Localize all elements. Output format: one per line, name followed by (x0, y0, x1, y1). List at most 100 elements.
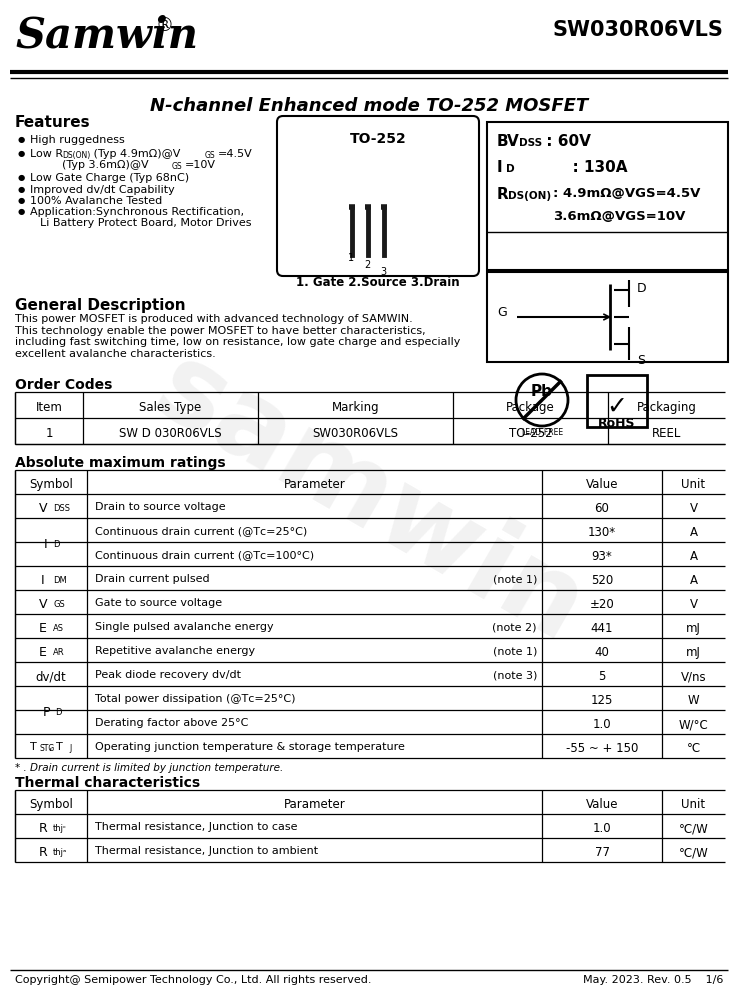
Text: High ruggedness: High ruggedness (30, 135, 125, 145)
Text: D: D (53, 540, 60, 549)
Text: Sales Type: Sales Type (139, 401, 201, 414)
Text: 100% Avalanche Tested: 100% Avalanche Tested (30, 196, 162, 206)
Text: I: I (44, 538, 48, 551)
Text: V/ns: V/ns (680, 670, 706, 683)
Text: ●: ● (18, 207, 25, 216)
Text: Total power dissipation (@Tᴄ=25°C): Total power dissipation (@Tᴄ=25°C) (95, 694, 295, 704)
Text: A: A (689, 550, 697, 563)
Text: 441: 441 (590, 622, 613, 635)
Text: Value: Value (586, 478, 618, 491)
Text: (note 1): (note 1) (493, 574, 537, 584)
Text: ●: ● (18, 173, 25, 182)
Text: 93*: 93* (592, 550, 613, 563)
Text: 2: 2 (364, 260, 370, 270)
Text: thjᶜ: thjᶜ (53, 824, 67, 833)
Text: DS(ON): DS(ON) (508, 191, 551, 201)
Text: Peak diode recovery dv/dt: Peak diode recovery dv/dt (95, 670, 241, 680)
Text: 130*: 130* (588, 526, 616, 539)
Text: I: I (41, 574, 45, 587)
Text: Drain to source voltage: Drain to source voltage (95, 502, 226, 512)
Text: 1: 1 (348, 253, 354, 263)
Text: Samwin: Samwin (15, 15, 198, 57)
Text: ●: ● (18, 185, 25, 194)
Text: 1: 1 (45, 427, 52, 440)
Text: AS: AS (53, 624, 64, 633)
Text: SW030R06VLS: SW030R06VLS (552, 20, 723, 40)
Text: °C/W: °C/W (679, 846, 708, 859)
Text: V: V (689, 502, 697, 515)
Text: REEL: REEL (652, 427, 681, 440)
Text: 40: 40 (595, 646, 610, 659)
Text: 520: 520 (591, 574, 613, 587)
Text: ✓: ✓ (607, 395, 627, 419)
Text: Unit: Unit (681, 798, 706, 811)
Text: Absolute maximum ratings: Absolute maximum ratings (15, 456, 226, 470)
Text: DS(ON): DS(ON) (62, 151, 90, 160)
Text: Package: Package (506, 401, 555, 414)
Text: Pb: Pb (531, 384, 553, 399)
Text: Parameter: Parameter (283, 798, 345, 811)
Text: * . Drain current is limited by junction temperature.: * . Drain current is limited by junction… (15, 763, 283, 773)
Text: Parameter: Parameter (283, 478, 345, 491)
Text: SW D 030R06VLS: SW D 030R06VLS (120, 427, 222, 440)
Text: Operating junction temperature & storage temperature: Operating junction temperature & storage… (95, 742, 405, 752)
Text: D: D (506, 164, 514, 174)
Text: (note 1): (note 1) (493, 646, 537, 656)
Text: °C: °C (686, 742, 700, 755)
Text: I: I (497, 160, 503, 175)
Text: LEAD-FREE: LEAD-FREE (521, 428, 563, 437)
Text: General Description: General Description (15, 298, 186, 313)
Text: N-channel Enhanced mode TO-252 MOSFET: N-channel Enhanced mode TO-252 MOSFET (150, 97, 588, 115)
Text: ®: ® (155, 17, 173, 35)
Text: Improved dv/dt Capability: Improved dv/dt Capability (30, 185, 175, 195)
Text: A: A (689, 574, 697, 587)
Text: 3: 3 (380, 267, 386, 277)
Text: W/°C: W/°C (679, 718, 708, 731)
Text: E: E (39, 646, 47, 659)
Text: 1. Gate 2.Source 3.Drain: 1. Gate 2.Source 3.Drain (296, 276, 460, 289)
Text: Item: Item (35, 401, 63, 414)
Text: Gate to source voltage: Gate to source voltage (95, 598, 222, 608)
Text: AR: AR (53, 648, 65, 657)
Bar (338, 152, 406, 207)
Text: RoHS: RoHS (599, 417, 635, 430)
Text: Application:Synchronous Rectification,: Application:Synchronous Rectification, (30, 207, 244, 217)
Text: mJ: mJ (686, 622, 701, 635)
Text: GS: GS (172, 162, 182, 171)
Text: Symbol: Symbol (29, 798, 73, 811)
Text: Features: Features (15, 115, 91, 130)
Text: DSS: DSS (53, 504, 70, 513)
Text: 60: 60 (595, 502, 610, 515)
Text: Single pulsed avalanche energy: Single pulsed avalanche energy (95, 622, 274, 632)
Text: : 4.9mΩ@VGS=4.5V: : 4.9mΩ@VGS=4.5V (553, 187, 700, 200)
Text: DSS: DSS (519, 138, 542, 148)
Text: May. 2023. Rev. 0.5    1/6: May. 2023. Rev. 0.5 1/6 (582, 975, 723, 985)
Text: D: D (637, 282, 646, 295)
Bar (338, 140, 406, 152)
Text: (Typ 3.6mΩ)@V: (Typ 3.6mΩ)@V (62, 160, 148, 170)
Text: S: S (637, 354, 645, 367)
Bar (487, 122, 728, 270)
Text: E: E (39, 622, 47, 635)
Text: Packaging: Packaging (637, 401, 697, 414)
Text: J: J (69, 744, 72, 753)
Text: dv/dt: dv/dt (35, 670, 66, 683)
Text: G: G (497, 306, 507, 318)
Text: Continuous drain current (@Tᴄ=100°C): Continuous drain current (@Tᴄ=100°C) (95, 550, 314, 560)
Text: GS: GS (205, 151, 215, 160)
Bar (487, 272, 728, 362)
Text: =10V: =10V (185, 160, 216, 170)
Text: GS: GS (53, 600, 65, 609)
Text: =4.5V: =4.5V (218, 149, 252, 159)
Text: R: R (497, 187, 508, 202)
Text: Unit: Unit (681, 478, 706, 491)
Text: BV: BV (497, 134, 520, 149)
Text: D: D (55, 708, 61, 717)
Text: DM: DM (53, 576, 66, 585)
Text: °C/W: °C/W (679, 822, 708, 835)
Text: mJ: mJ (686, 646, 701, 659)
Text: Li Battery Protect Board, Motor Drives: Li Battery Protect Board, Motor Drives (40, 218, 252, 228)
Text: Marking: Marking (331, 401, 379, 414)
Text: W: W (688, 694, 700, 707)
Text: Order Codes: Order Codes (15, 378, 112, 392)
